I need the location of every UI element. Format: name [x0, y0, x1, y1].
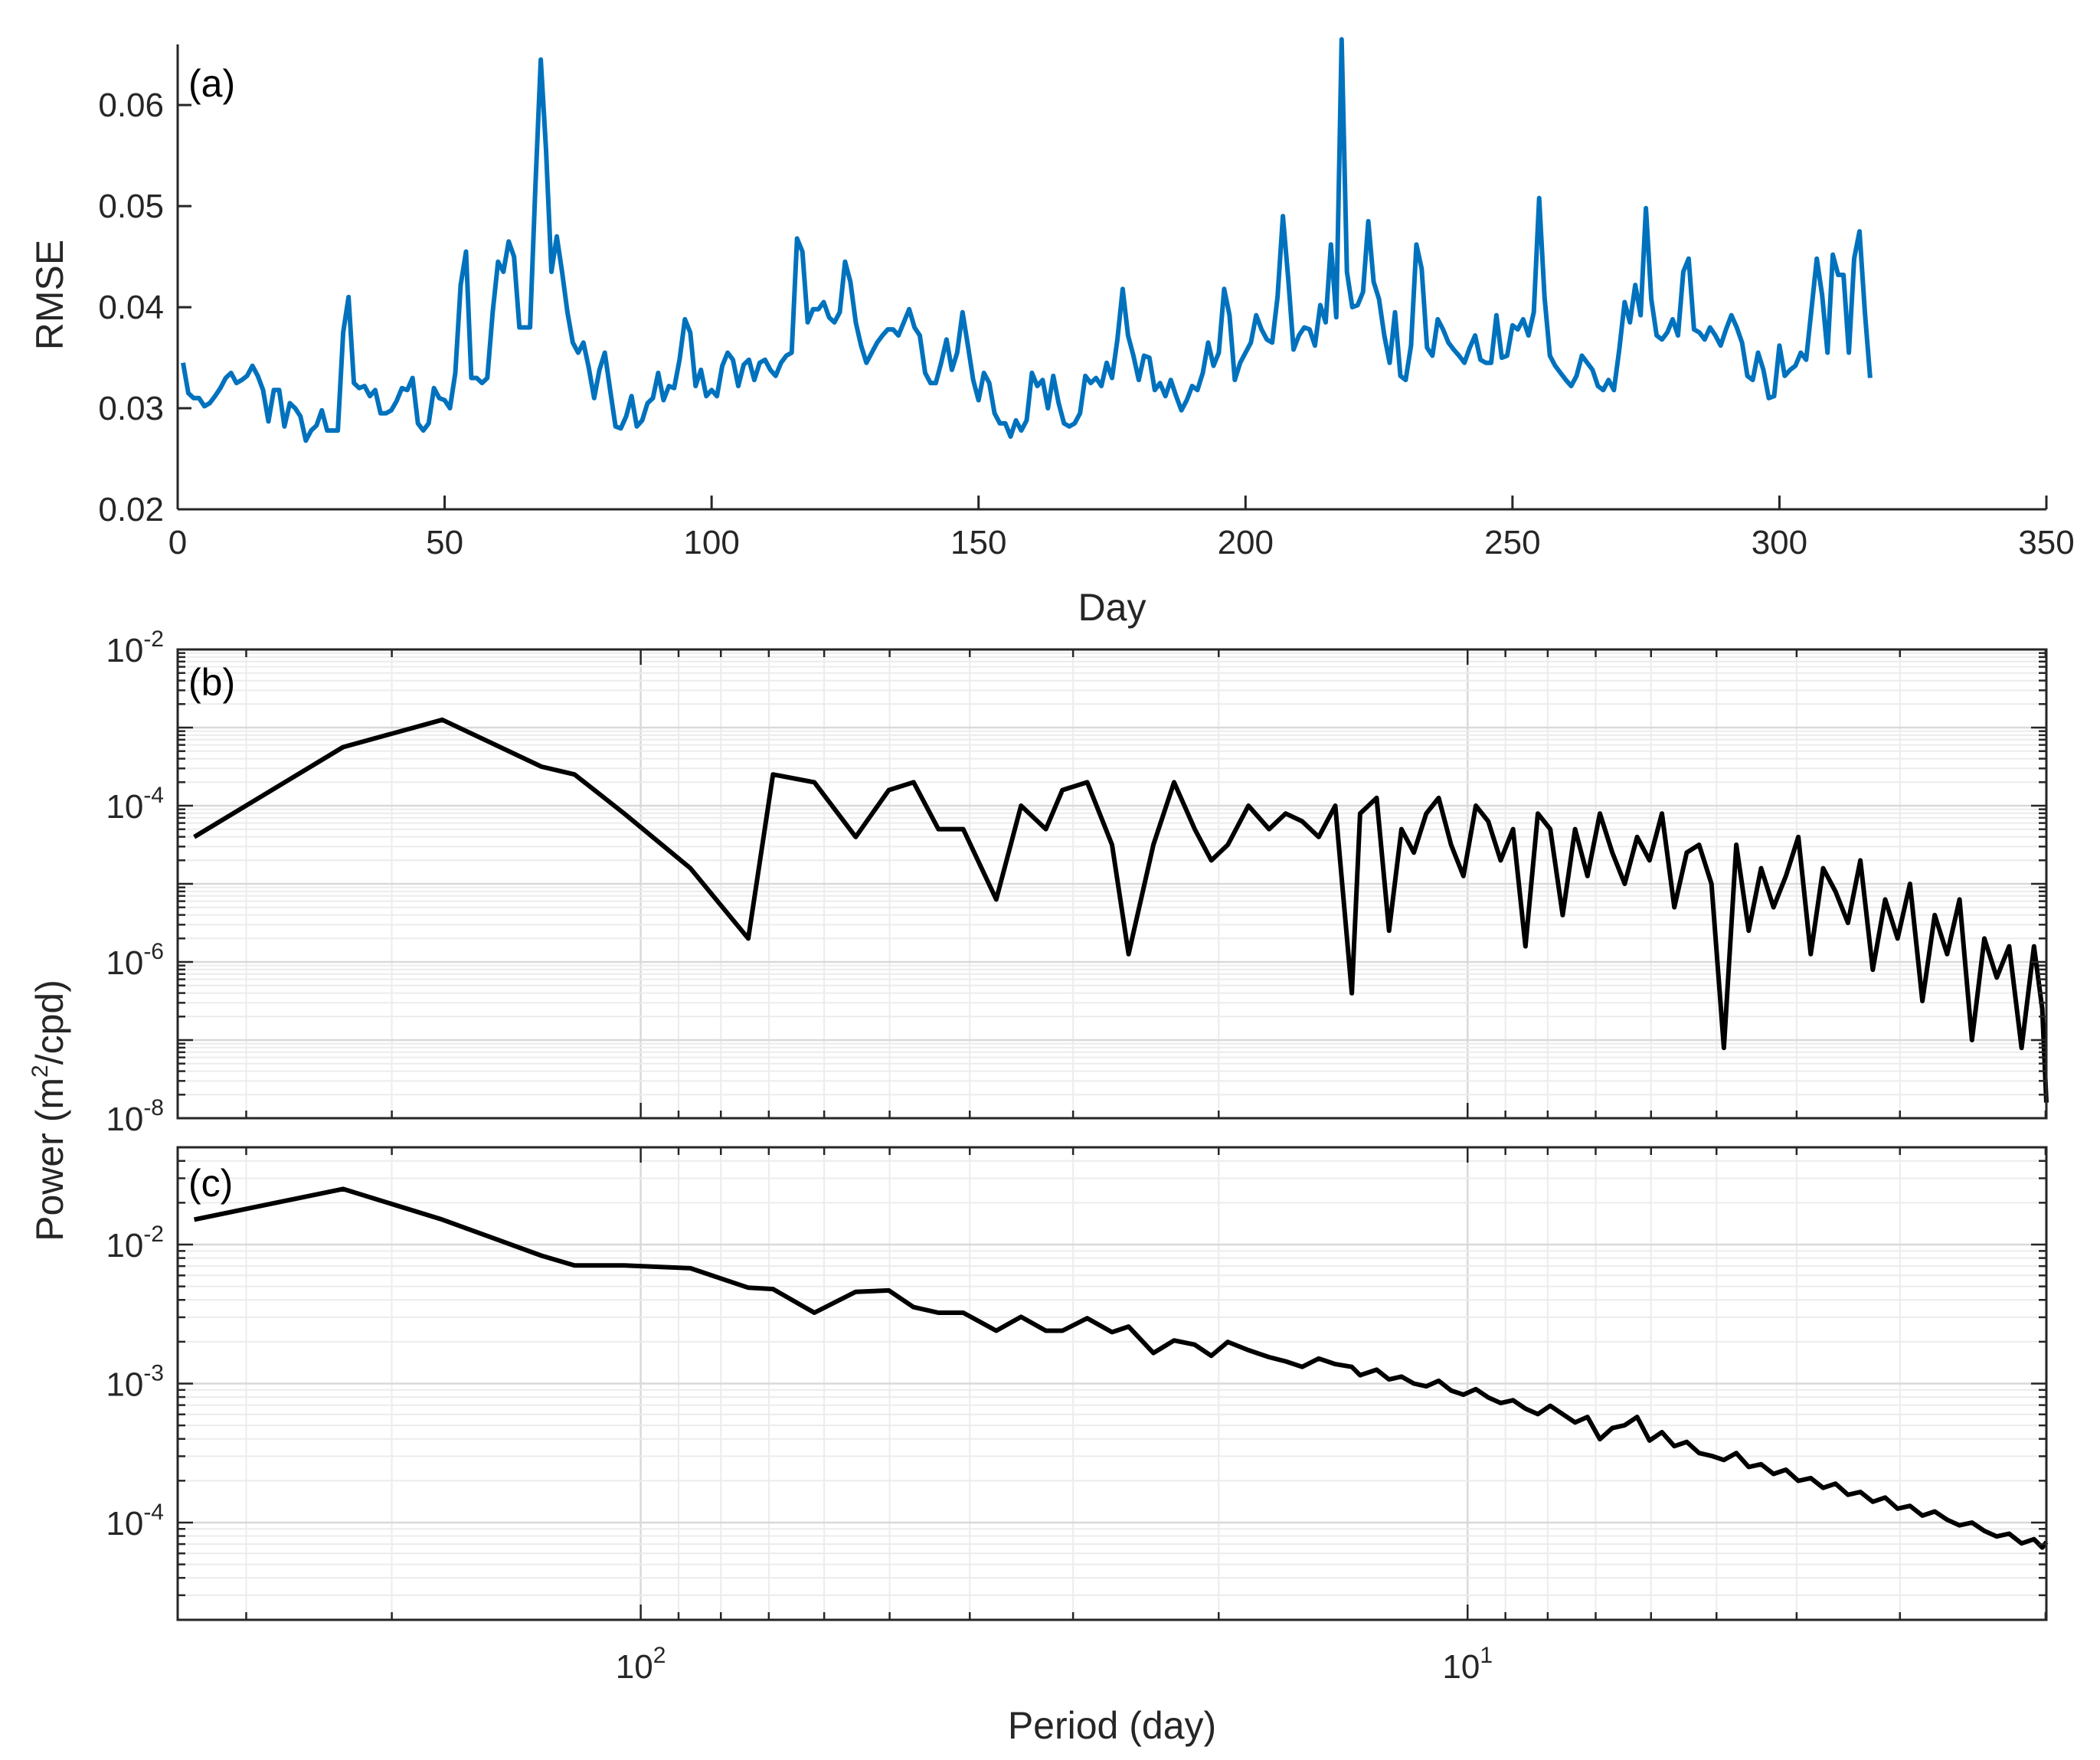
a-x-tick-label: 50 [426, 524, 463, 561]
a-y-tick-label: 0.03 [98, 390, 164, 427]
power-spectrum-c-line [193, 1186, 2049, 1550]
power-label-exponent: 2 [28, 1065, 53, 1078]
a-y-tick-label: 0.05 [98, 188, 164, 225]
c-y-tick-label: 10-4 [106, 1500, 164, 1542]
rmse-line-series [181, 37, 1873, 443]
c-y-tick-label: 10-2 [106, 1222, 164, 1264]
a-y-tick-label: 0.02 [98, 491, 164, 528]
b-y-tick-label: 10-2 [106, 626, 164, 669]
a-x-tick-label: 150 [950, 524, 1006, 561]
panel-a-label: (a) [188, 62, 235, 105]
b-y-tick-label: 10-8 [106, 1095, 164, 1138]
b-y-tick-label: 10-6 [106, 939, 164, 982]
panel-a: 0 50 100 150 200 250 300 350 0.02 0.03 0.04 0.05 0.0… [28, 37, 2075, 629]
y-axis-label-power: Power (m2/cpd) [28, 980, 71, 1241]
c-x-tick-label: 101 [1442, 1643, 1493, 1686]
a-x-tick-label: 300 [1752, 524, 1807, 561]
panel-c: 10-2 10-3 10-4 102 101 (c) Period (day) [106, 1146, 2049, 1747]
a-x-tick-label: 100 [683, 524, 739, 561]
power-label-prefix: Power (m [28, 1078, 71, 1241]
y-axis-label-rmse: RMSE [28, 240, 71, 350]
x-axis-label-day: Day [1078, 586, 1146, 629]
c-y-tick-label: 10-3 [106, 1361, 164, 1404]
panel-b: 10-2 10-4 10-6 10-8 (b) [106, 626, 2049, 1138]
power-spectrum-b-line [193, 717, 2049, 1103]
panel-b-label: (b) [188, 661, 235, 704]
power-label-suffix: /cpd) [28, 980, 71, 1065]
a-x-tick-label: 250 [1484, 524, 1540, 561]
panel-c-label: (c) [188, 1162, 233, 1205]
a-x-tick-label: 350 [2018, 524, 2074, 561]
a-x-tick-label: 200 [1218, 524, 1274, 561]
c-x-tick-label: 102 [616, 1643, 666, 1686]
a-y-tick-label: 0.04 [98, 289, 164, 326]
a-y-tick-label: 0.06 [98, 87, 164, 124]
b-y-tick-label: 10-4 [106, 783, 164, 826]
a-x-tick-label: 0 [168, 524, 187, 561]
x-axis-label-period: Period (day) [1008, 1704, 1216, 1747]
